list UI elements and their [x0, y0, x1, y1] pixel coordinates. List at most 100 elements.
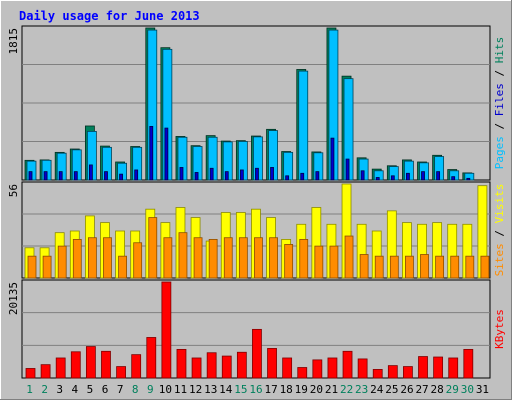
- bar-kbytes-day-12: [191, 357, 202, 379]
- bar-sites-day-16: [254, 237, 263, 279]
- x-tick-label-day-24: 24: [370, 383, 384, 396]
- x-tick-label-day-14: 14: [219, 383, 233, 396]
- bar-sites-day-26: [405, 255, 414, 279]
- bar-sites-day-3: [57, 245, 67, 279]
- axis-label-part: Hits: [493, 37, 506, 64]
- x-tick-label-day-21: 21: [325, 383, 338, 396]
- bar-sites-day-8: [133, 242, 143, 279]
- bar-pages-day-27: [421, 171, 425, 181]
- bar-sites-day-20: [314, 245, 324, 279]
- bar-kbytes-day-8: [131, 354, 142, 379]
- bar-files-day-19: [298, 70, 309, 181]
- bar-sites-day-24: [374, 255, 384, 279]
- bar-pages-day-9: [149, 126, 154, 181]
- bar-sites-day-23: [359, 254, 369, 279]
- x-tick-label-day-13: 13: [204, 383, 217, 396]
- x-tick-label-day-11: 11: [174, 383, 187, 396]
- bar-kbytes-day-26: [403, 366, 413, 379]
- bar-pages-day-6: [104, 171, 108, 181]
- bar-pages-day-26: [406, 172, 410, 181]
- bar-kbytes-day-2: [40, 364, 51, 379]
- bar-kbytes-day-16: [252, 328, 262, 379]
- axis-label-part: KBytes: [493, 309, 506, 349]
- bar-kbytes-day-6: [101, 350, 111, 379]
- x-tick-label-day-29: 29: [446, 383, 459, 396]
- x-tick-label-day-19: 19: [295, 383, 308, 396]
- bar-kbytes-day-3: [55, 357, 66, 379]
- x-tick-label-day-7: 7: [117, 383, 124, 396]
- x-tick-label-day-22: 22: [340, 383, 353, 396]
- bar-pages-day-16: [255, 167, 259, 181]
- axis-label-part: Pages: [493, 136, 506, 169]
- bar-sites-day-1: [27, 255, 37, 279]
- bar-pages-day-30: [466, 177, 471, 181]
- bar-pages-day-1: [28, 171, 33, 181]
- bar-sites-day-15: [238, 237, 248, 279]
- bar-kbytes-day-25: [387, 365, 398, 379]
- axis-label-pages_files_hits: Pages / Files / Hits: [493, 37, 506, 170]
- bar-pages-day-23: [360, 170, 365, 181]
- bar-pages-day-11: [179, 167, 184, 181]
- panel-pages_files_hits: 1815 Pages / Files / Hits: [7, 25, 506, 181]
- bar-kbytes-day-1: [25, 368, 36, 379]
- bar-pages-day-10: [164, 127, 169, 181]
- bar-kbytes-day-27: [418, 356, 428, 379]
- bar-kbytes-day-4: [70, 351, 81, 379]
- axis-label-part: Sites: [493, 243, 506, 276]
- bar-pages-day-28: [436, 171, 441, 181]
- bar-sites-day-30: [465, 255, 475, 279]
- bar-sites-day-21: [329, 245, 339, 279]
- bar-pages-day-18: [285, 175, 290, 181]
- x-tick-label-day-23: 23: [355, 383, 368, 396]
- bar-sites-day-11: [178, 232, 188, 279]
- x-tick-label-day-18: 18: [280, 383, 293, 396]
- x-tick-label-day-26: 26: [400, 383, 413, 396]
- bar-sites-day-19: [299, 238, 309, 279]
- y-max-label: 1815: [7, 28, 20, 55]
- x-tick-label-day-12: 12: [189, 383, 202, 396]
- bar-pages-day-8: [134, 169, 139, 181]
- bar-kbytes-day-24: [372, 369, 383, 379]
- bar-pages-day-7: [119, 173, 123, 181]
- axis-label-part: /: [493, 116, 506, 136]
- x-tick-label-day-31: 31: [476, 383, 489, 396]
- x-tick-label-day-15: 15: [234, 383, 247, 396]
- bar-pages-day-13: [209, 167, 214, 181]
- bar-pages-day-17: [270, 167, 274, 181]
- bar-sites-day-13: [208, 238, 218, 279]
- x-tick-label-day-30: 30: [461, 383, 474, 396]
- x-tick-label-day-9: 9: [147, 383, 154, 396]
- bar-sites-day-22: [344, 235, 354, 279]
- bar-pages-day-24: [375, 177, 380, 181]
- x-tick-label-day-6: 6: [102, 383, 109, 396]
- chart-title: Daily usage for June 2013: [19, 9, 200, 23]
- bar-kbytes-day-17: [267, 348, 277, 379]
- bar-sites-day-14: [223, 237, 233, 279]
- x-axis-labels: 1 2 3 4 5 6 7 8 9 10 11 12 13 14 15 16 17 18 19 20 21 22 23 24 2…: [26, 383, 489, 396]
- x-tick-label-day-1: 1: [26, 383, 33, 396]
- x-tick-label-day-25: 25: [385, 383, 398, 396]
- bar-pages-day-12: [194, 172, 199, 181]
- bar-sites-day-9: [148, 217, 158, 279]
- bar-sites-day-6: [103, 237, 112, 279]
- x-tick-label-day-28: 28: [431, 383, 444, 396]
- bar-sites-day-17: [269, 237, 278, 279]
- panel-kbytes: 20135 KBytes: [7, 279, 506, 379]
- bar-pages-day-14: [224, 171, 229, 181]
- bar-sites-day-29: [450, 255, 460, 279]
- y-max-label: 20135: [7, 282, 20, 315]
- x-tick-label-day-3: 3: [56, 383, 63, 396]
- x-tick-label-day-8: 8: [132, 383, 139, 396]
- bar-sites-day-7: [118, 255, 127, 279]
- axis-label-part: Files: [493, 83, 506, 116]
- bar-sites-day-31: [480, 255, 490, 279]
- bar-kbytes-day-14: [221, 355, 232, 379]
- bar-kbytes-day-13: [206, 352, 217, 379]
- bar-sites-day-10: [163, 237, 173, 279]
- bar-pages-day-20: [315, 171, 320, 181]
- bar-sites-day-28: [435, 255, 445, 279]
- bar-pages-day-4: [73, 171, 78, 181]
- axis-label-visits_sites: Sites / Visits: [493, 184, 506, 277]
- bar-sites-day-4: [72, 238, 82, 279]
